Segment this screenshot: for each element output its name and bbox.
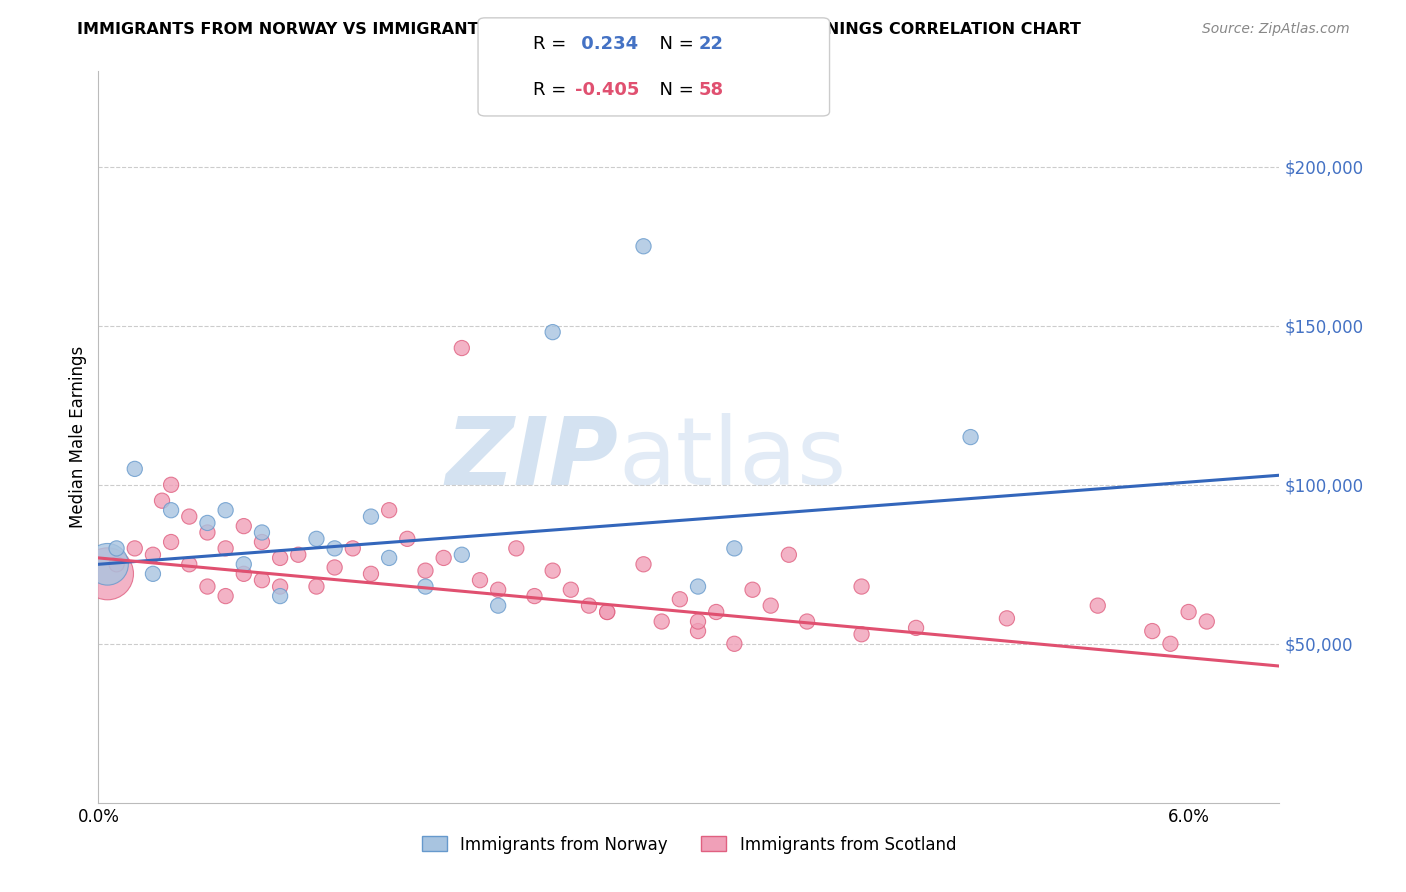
Point bbox=[633, 558, 655, 572]
Point bbox=[305, 532, 328, 546]
Point bbox=[250, 525, 273, 540]
Text: 0.234: 0.234 bbox=[575, 35, 638, 53]
Point bbox=[415, 564, 437, 578]
Point bbox=[360, 509, 382, 524]
Point bbox=[523, 589, 546, 603]
Point bbox=[778, 548, 800, 562]
Point bbox=[851, 627, 873, 641]
Point bbox=[269, 580, 291, 594]
Point bbox=[995, 611, 1018, 625]
Point bbox=[378, 550, 401, 565]
Point bbox=[197, 525, 219, 540]
Point bbox=[450, 341, 472, 355]
Text: IMMIGRANTS FROM NORWAY VS IMMIGRANTS FROM SCOTLAND MEDIAN MALE EARNINGS CORRELAT: IMMIGRANTS FROM NORWAY VS IMMIGRANTS FRO… bbox=[77, 22, 1081, 37]
Point bbox=[197, 516, 219, 530]
Point bbox=[1087, 599, 1109, 613]
Text: R =: R = bbox=[533, 35, 572, 53]
Point bbox=[250, 573, 273, 587]
Point bbox=[197, 580, 219, 594]
Point bbox=[150, 493, 173, 508]
Text: 58: 58 bbox=[699, 81, 724, 99]
Point bbox=[686, 580, 709, 594]
Point bbox=[214, 541, 236, 556]
Point bbox=[250, 535, 273, 549]
Point bbox=[505, 541, 527, 556]
Point bbox=[651, 615, 673, 629]
Point bbox=[450, 548, 472, 562]
Y-axis label: Median Male Earnings: Median Male Earnings bbox=[69, 346, 87, 528]
Point bbox=[560, 582, 582, 597]
Point bbox=[105, 541, 128, 556]
Point bbox=[468, 573, 491, 587]
Point bbox=[214, 503, 236, 517]
Point bbox=[686, 615, 709, 629]
Text: Source: ZipAtlas.com: Source: ZipAtlas.com bbox=[1202, 22, 1350, 37]
Point bbox=[541, 564, 564, 578]
Point bbox=[723, 637, 745, 651]
Point bbox=[378, 503, 401, 517]
Point bbox=[232, 519, 254, 533]
Point bbox=[142, 548, 165, 562]
Point bbox=[959, 430, 981, 444]
Point bbox=[851, 580, 873, 594]
Text: N =: N = bbox=[648, 35, 700, 53]
Point bbox=[124, 541, 146, 556]
Text: R =: R = bbox=[533, 81, 572, 99]
Point bbox=[269, 550, 291, 565]
Point bbox=[323, 560, 346, 574]
Point bbox=[905, 621, 928, 635]
Point bbox=[741, 582, 763, 597]
Point bbox=[96, 566, 118, 581]
Point bbox=[360, 566, 382, 581]
Point bbox=[723, 541, 745, 556]
Point bbox=[1177, 605, 1199, 619]
Text: ZIP: ZIP bbox=[446, 413, 619, 505]
Point bbox=[1195, 615, 1218, 629]
Point bbox=[160, 503, 183, 517]
Point bbox=[179, 509, 201, 524]
Point bbox=[486, 582, 509, 597]
Legend: Immigrants from Norway, Immigrants from Scotland: Immigrants from Norway, Immigrants from … bbox=[415, 829, 963, 860]
Text: atlas: atlas bbox=[619, 413, 846, 505]
Point bbox=[179, 558, 201, 572]
Point bbox=[232, 566, 254, 581]
Point bbox=[633, 239, 655, 253]
Point bbox=[704, 605, 727, 619]
Point bbox=[1142, 624, 1164, 638]
Text: N =: N = bbox=[648, 81, 700, 99]
Point bbox=[396, 532, 419, 546]
Point bbox=[342, 541, 364, 556]
Point bbox=[796, 615, 818, 629]
Point bbox=[686, 624, 709, 638]
Point bbox=[486, 599, 509, 613]
Point bbox=[105, 558, 128, 572]
Point bbox=[596, 605, 619, 619]
Point bbox=[759, 599, 782, 613]
Point bbox=[433, 550, 456, 565]
Text: -0.405: -0.405 bbox=[575, 81, 640, 99]
Point bbox=[160, 477, 183, 491]
Point bbox=[142, 566, 165, 581]
Point bbox=[269, 589, 291, 603]
Text: 22: 22 bbox=[699, 35, 724, 53]
Point bbox=[287, 548, 309, 562]
Point bbox=[232, 558, 254, 572]
Point bbox=[596, 605, 619, 619]
Point bbox=[96, 558, 118, 572]
Point bbox=[669, 592, 692, 607]
Point bbox=[305, 580, 328, 594]
Point bbox=[160, 535, 183, 549]
Point bbox=[541, 325, 564, 339]
Point bbox=[415, 580, 437, 594]
Point bbox=[214, 589, 236, 603]
Point bbox=[578, 599, 600, 613]
Point bbox=[124, 462, 146, 476]
Point bbox=[1159, 637, 1181, 651]
Point bbox=[323, 541, 346, 556]
